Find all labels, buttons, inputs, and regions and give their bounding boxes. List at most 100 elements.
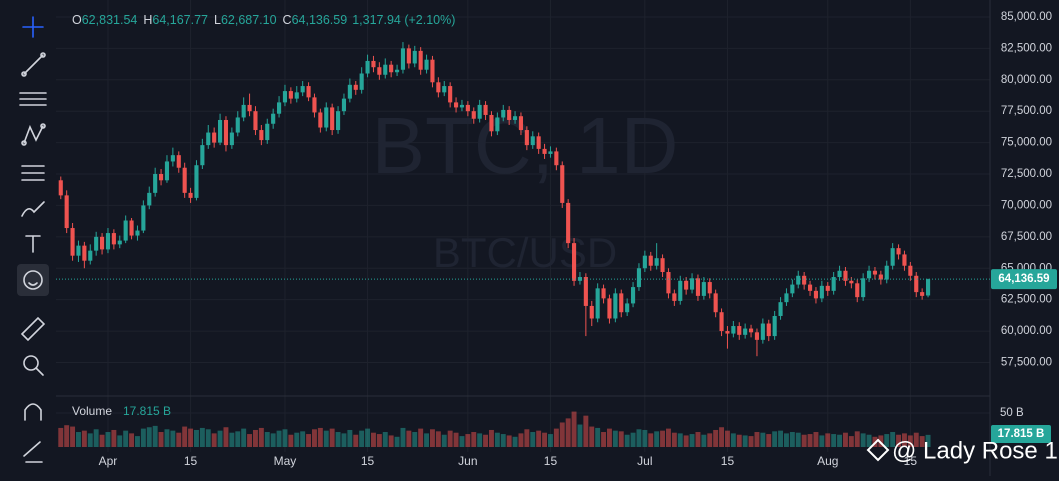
candle [518, 112, 524, 136]
candle [335, 106, 341, 134]
candle [229, 127, 234, 149]
candle-body [123, 220, 128, 241]
candle-body [94, 236, 99, 251]
volume-bar [654, 431, 660, 447]
candle [707, 278, 712, 299]
forecast-tool[interactable] [21, 165, 45, 181]
candle-body [471, 111, 476, 119]
volume-bar [772, 431, 778, 447]
candle [831, 272, 836, 295]
credit-icon [866, 438, 890, 462]
candle-body [430, 59, 435, 83]
candle-body [725, 331, 730, 334]
candle-body [878, 274, 883, 280]
zoom-tool[interactable] [23, 355, 44, 376]
trendline-tool[interactable] [21, 52, 46, 77]
candle-body [371, 60, 376, 68]
volume-bar [93, 429, 99, 447]
y-tick-label: 80,000.00 [1001, 74, 1052, 86]
y-tick-label: 60,000.00 [1001, 325, 1052, 337]
volume-bar [477, 433, 483, 447]
candle-body [459, 104, 465, 108]
candle [748, 324, 754, 338]
x-tick-label: May [274, 454, 297, 468]
candle-body [100, 236, 105, 250]
candle-body [153, 174, 158, 193]
candle [212, 127, 217, 148]
candle-body [825, 285, 830, 291]
volume-bar [689, 434, 695, 447]
lines-tool[interactable] [19, 92, 47, 106]
candle [294, 86, 299, 103]
text-tool[interactable] [25, 235, 41, 253]
candle [589, 300, 594, 327]
candle [383, 58, 388, 79]
candle [424, 54, 429, 74]
candle-body [678, 280, 683, 301]
magnet-tool[interactable] [24, 403, 42, 421]
candle [654, 243, 659, 270]
candle [925, 278, 931, 298]
candle [566, 199, 571, 249]
candle [507, 106, 512, 126]
y-tick-label: 62,500.00 [1001, 294, 1052, 306]
volume-tick-label: 50 B [1000, 407, 1024, 419]
candle-body [347, 84, 352, 99]
candle-body [477, 104, 482, 119]
candle [471, 107, 476, 124]
volume-bar [748, 436, 754, 447]
volume-bar [837, 434, 843, 447]
brush-tool[interactable] [21, 201, 45, 217]
volume-bar [176, 432, 182, 447]
volume-bar [913, 432, 919, 447]
candle [642, 250, 647, 273]
candle-body [571, 243, 577, 281]
x-tick-label: Jul [637, 454, 652, 468]
volume-bar [58, 427, 64, 447]
last-price-box [991, 269, 1057, 290]
candle-body [684, 280, 689, 290]
volume-bar [719, 427, 725, 447]
volume-bar [235, 431, 241, 447]
candle-body [837, 270, 842, 278]
volume-bar [884, 434, 890, 447]
volume-bar [648, 433, 654, 447]
x-tick-label: 15 [361, 454, 375, 468]
candle [613, 288, 618, 323]
candle-body [58, 180, 63, 196]
y-tick-label: 67,500.00 [1001, 231, 1052, 243]
volume-bar [341, 433, 347, 447]
candle [819, 280, 824, 303]
candle-body [748, 328, 754, 333]
candle [813, 287, 819, 304]
candle-body [908, 265, 913, 276]
candle-body [324, 107, 329, 128]
lock-tool[interactable] [23, 441, 43, 463]
ruler-tool[interactable] [20, 316, 46, 342]
volume-bar [329, 428, 335, 447]
candle [725, 326, 730, 349]
crosshair-tool[interactable] [22, 16, 44, 38]
emoji-tool[interactable] [23, 270, 43, 290]
candle [843, 266, 848, 286]
volume-bar [194, 429, 199, 447]
candle [347, 78, 352, 103]
candle [182, 162, 187, 198]
volume-bar [258, 427, 264, 447]
volume-bar [542, 432, 548, 447]
candle [135, 225, 140, 241]
candle-body [754, 332, 760, 340]
candle-body [312, 97, 317, 113]
pattern-tool[interactable] [21, 123, 46, 146]
volume-last: 17.815 B [123, 404, 171, 418]
candle-body [743, 328, 748, 335]
candle [117, 235, 122, 249]
header-value: 62,687.10 [221, 13, 277, 27]
volume-bar [99, 434, 105, 447]
volume-bar [382, 432, 388, 447]
candle-body [88, 250, 93, 261]
volume-bar [471, 432, 477, 447]
candle-body [737, 326, 742, 335]
candle [560, 161, 565, 208]
icon-tool-active[interactable] [17, 264, 49, 296]
